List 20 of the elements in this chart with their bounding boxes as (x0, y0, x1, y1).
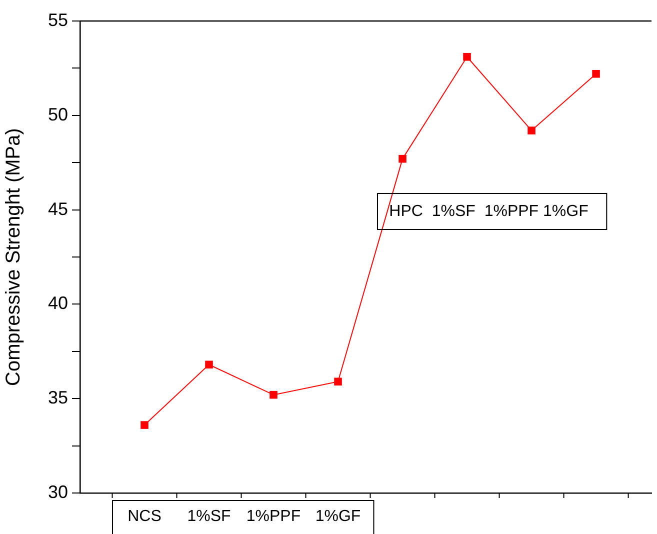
y-tick-label: 40 (48, 293, 68, 314)
y-tick-label: 50 (48, 104, 68, 124)
y-tick-label: 55 (48, 10, 68, 30)
point (205, 360, 213, 369)
point (334, 378, 342, 386)
x-tick-label: 1%GF (315, 508, 361, 526)
point (140, 421, 148, 429)
point (528, 126, 536, 134)
annotation: HPC 1%SF 1%PPF 1%GF (389, 203, 589, 220)
y-tick-label: 30 (48, 482, 68, 502)
point (592, 70, 600, 78)
x-tick-label: 1%PPF (246, 508, 301, 526)
point (463, 52, 471, 61)
y-axis-title: Compressive Strenght (MPa) (2, 128, 25, 386)
y-tick-label: 45 (48, 198, 68, 219)
point (270, 390, 278, 399)
point (398, 154, 406, 163)
y-tick-label: 35 (48, 388, 68, 408)
x-tick-label: NCS (128, 508, 162, 526)
x-tick-label: 1%SF (187, 508, 232, 526)
